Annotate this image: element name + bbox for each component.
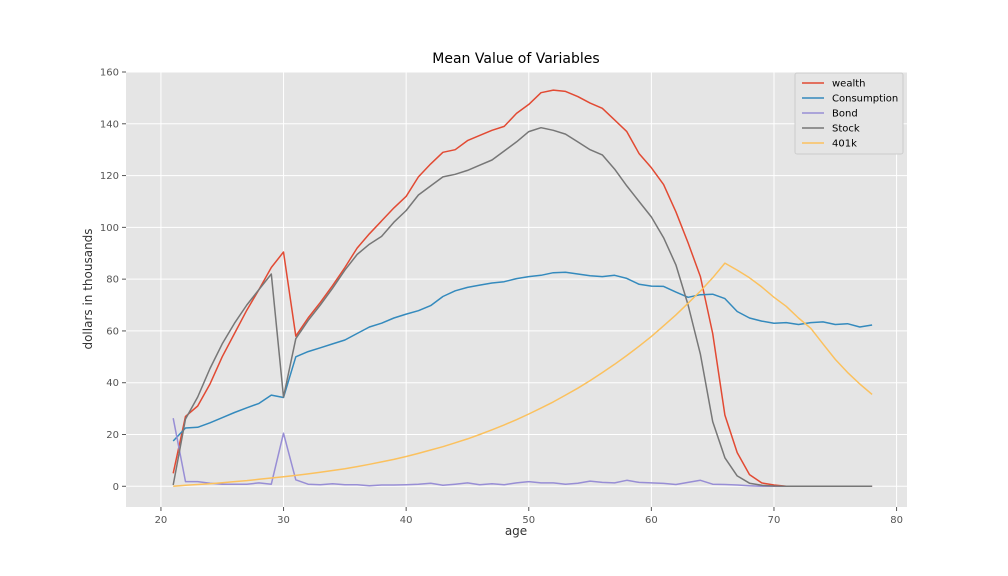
y-tick-label: 80	[106, 275, 119, 286]
x-axis-label: age	[505, 524, 527, 538]
legend-entry: wealth	[832, 79, 866, 90]
y-tick-label: 160	[100, 68, 119, 79]
x-tick-label: 50	[522, 515, 535, 526]
series-line-401k	[173, 262, 873, 488]
y-tick-label: 140	[100, 119, 119, 130]
chart-title: Mean Value of Variables	[432, 51, 599, 67]
y-tick-label: 120	[100, 171, 119, 182]
x-tick-label: 80	[890, 515, 903, 526]
series-line-wealth	[172, 89, 873, 488]
plot-area	[126, 72, 907, 507]
y-axis-label: dollars in thousands	[81, 228, 95, 349]
x-tick-label: 60	[645, 515, 658, 526]
legend-entry: 401k	[832, 139, 857, 150]
x-tick-label: 70	[768, 515, 781, 526]
legend-box	[794, 72, 904, 155]
y-tick-label: 0	[113, 482, 119, 493]
y-axis-ticks: 0 20 40 60 80 100 120 140 160	[100, 68, 126, 493]
x-tick-label: 30	[277, 515, 290, 526]
series-line-stock	[172, 126, 873, 488]
legend-entry: Consumption	[832, 94, 898, 105]
legend: wealth Consumption Bond Stock 401k	[794, 72, 904, 155]
series-line-bond	[172, 418, 873, 488]
x-axis-ticks: 20 30 40 50 60 70 80	[155, 507, 903, 526]
y-tick-label: 60	[106, 326, 119, 337]
legend-entry: Stock	[832, 124, 860, 135]
series-lines	[172, 89, 873, 488]
y-tick-label: 100	[100, 223, 119, 234]
series-line-consumption	[172, 271, 873, 442]
y-tick-label: 40	[106, 378, 119, 389]
x-tick-label: 20	[155, 515, 168, 526]
y-tick-label: 20	[106, 430, 119, 441]
grid-lines	[126, 71, 907, 507]
x-tick-label: 40	[400, 515, 413, 526]
legend-entry: Bond	[832, 109, 858, 120]
